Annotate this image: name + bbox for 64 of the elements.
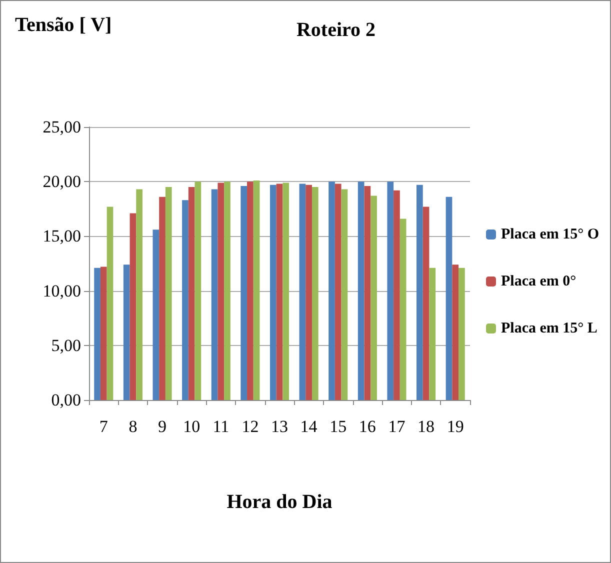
bar — [106, 206, 114, 400]
bar — [328, 182, 335, 400]
bar — [136, 189, 142, 400]
legend-label: Placa em 0° — [501, 274, 576, 290]
bar — [194, 182, 202, 400]
x-tick-label: 19 — [446, 417, 464, 436]
bar — [224, 182, 230, 400]
bar — [416, 184, 423, 400]
bar — [334, 184, 342, 400]
bar — [422, 206, 430, 400]
bar — [312, 187, 318, 400]
bar — [123, 264, 130, 400]
bar — [270, 184, 276, 400]
bar — [276, 184, 283, 400]
bar — [253, 180, 260, 400]
y-tick-label: 20,00 — [42, 172, 81, 192]
bar — [100, 266, 107, 400]
x-tick-label: 15 — [330, 417, 347, 436]
y-tick-label: 0,00 — [51, 390, 81, 410]
bar — [218, 182, 224, 400]
x-tick-label: 12 — [242, 417, 259, 436]
x-tick-label: 9 — [158, 417, 167, 436]
bar — [182, 200, 188, 400]
legend-label: Placa em 15° O — [501, 226, 600, 242]
bar — [94, 268, 100, 400]
x-axis-title: Hora do Dia — [226, 491, 332, 513]
bar — [306, 184, 312, 400]
bar — [165, 187, 172, 400]
x-tick-label: 7 — [99, 417, 108, 436]
bar — [211, 189, 218, 400]
bar — [364, 186, 371, 400]
legend-label: Placa em 15° L — [501, 320, 598, 336]
bar — [159, 196, 166, 400]
y-tick-label: 5,00 — [51, 336, 81, 355]
bar — [370, 196, 377, 400]
bar — [188, 187, 195, 400]
chart-title: Roteiro 2 — [296, 19, 376, 41]
bar — [282, 182, 290, 400]
bar — [452, 264, 459, 400]
bar — [341, 189, 348, 400]
bar — [240, 186, 248, 400]
y-tick-label: 25,00 — [42, 118, 81, 136]
x-tick-label: 16 — [358, 417, 376, 436]
bar — [394, 190, 400, 400]
bar — [400, 218, 406, 400]
bar — [458, 268, 465, 400]
x-tick-label: 13 — [271, 417, 288, 436]
y-tick-label: 10,00 — [42, 281, 81, 300]
y-tick-label: 15,00 — [42, 226, 81, 246]
bar — [299, 184, 306, 400]
x-tick-label: 10 — [183, 417, 200, 436]
bar — [130, 213, 136, 400]
bar — [429, 268, 436, 400]
x-tick-label: 14 — [300, 417, 318, 436]
bar — [446, 196, 452, 400]
x-tick-label: 8 — [128, 417, 138, 436]
bar — [247, 182, 254, 400]
x-tick-label: 17 — [388, 417, 406, 436]
x-tick-label: 11 — [212, 417, 230, 436]
y-axis-title: Tensão [ V] — [15, 14, 112, 36]
bar — [152, 230, 160, 400]
bar — [387, 182, 394, 400]
x-tick-label: 18 — [418, 417, 435, 436]
bar — [358, 182, 364, 400]
